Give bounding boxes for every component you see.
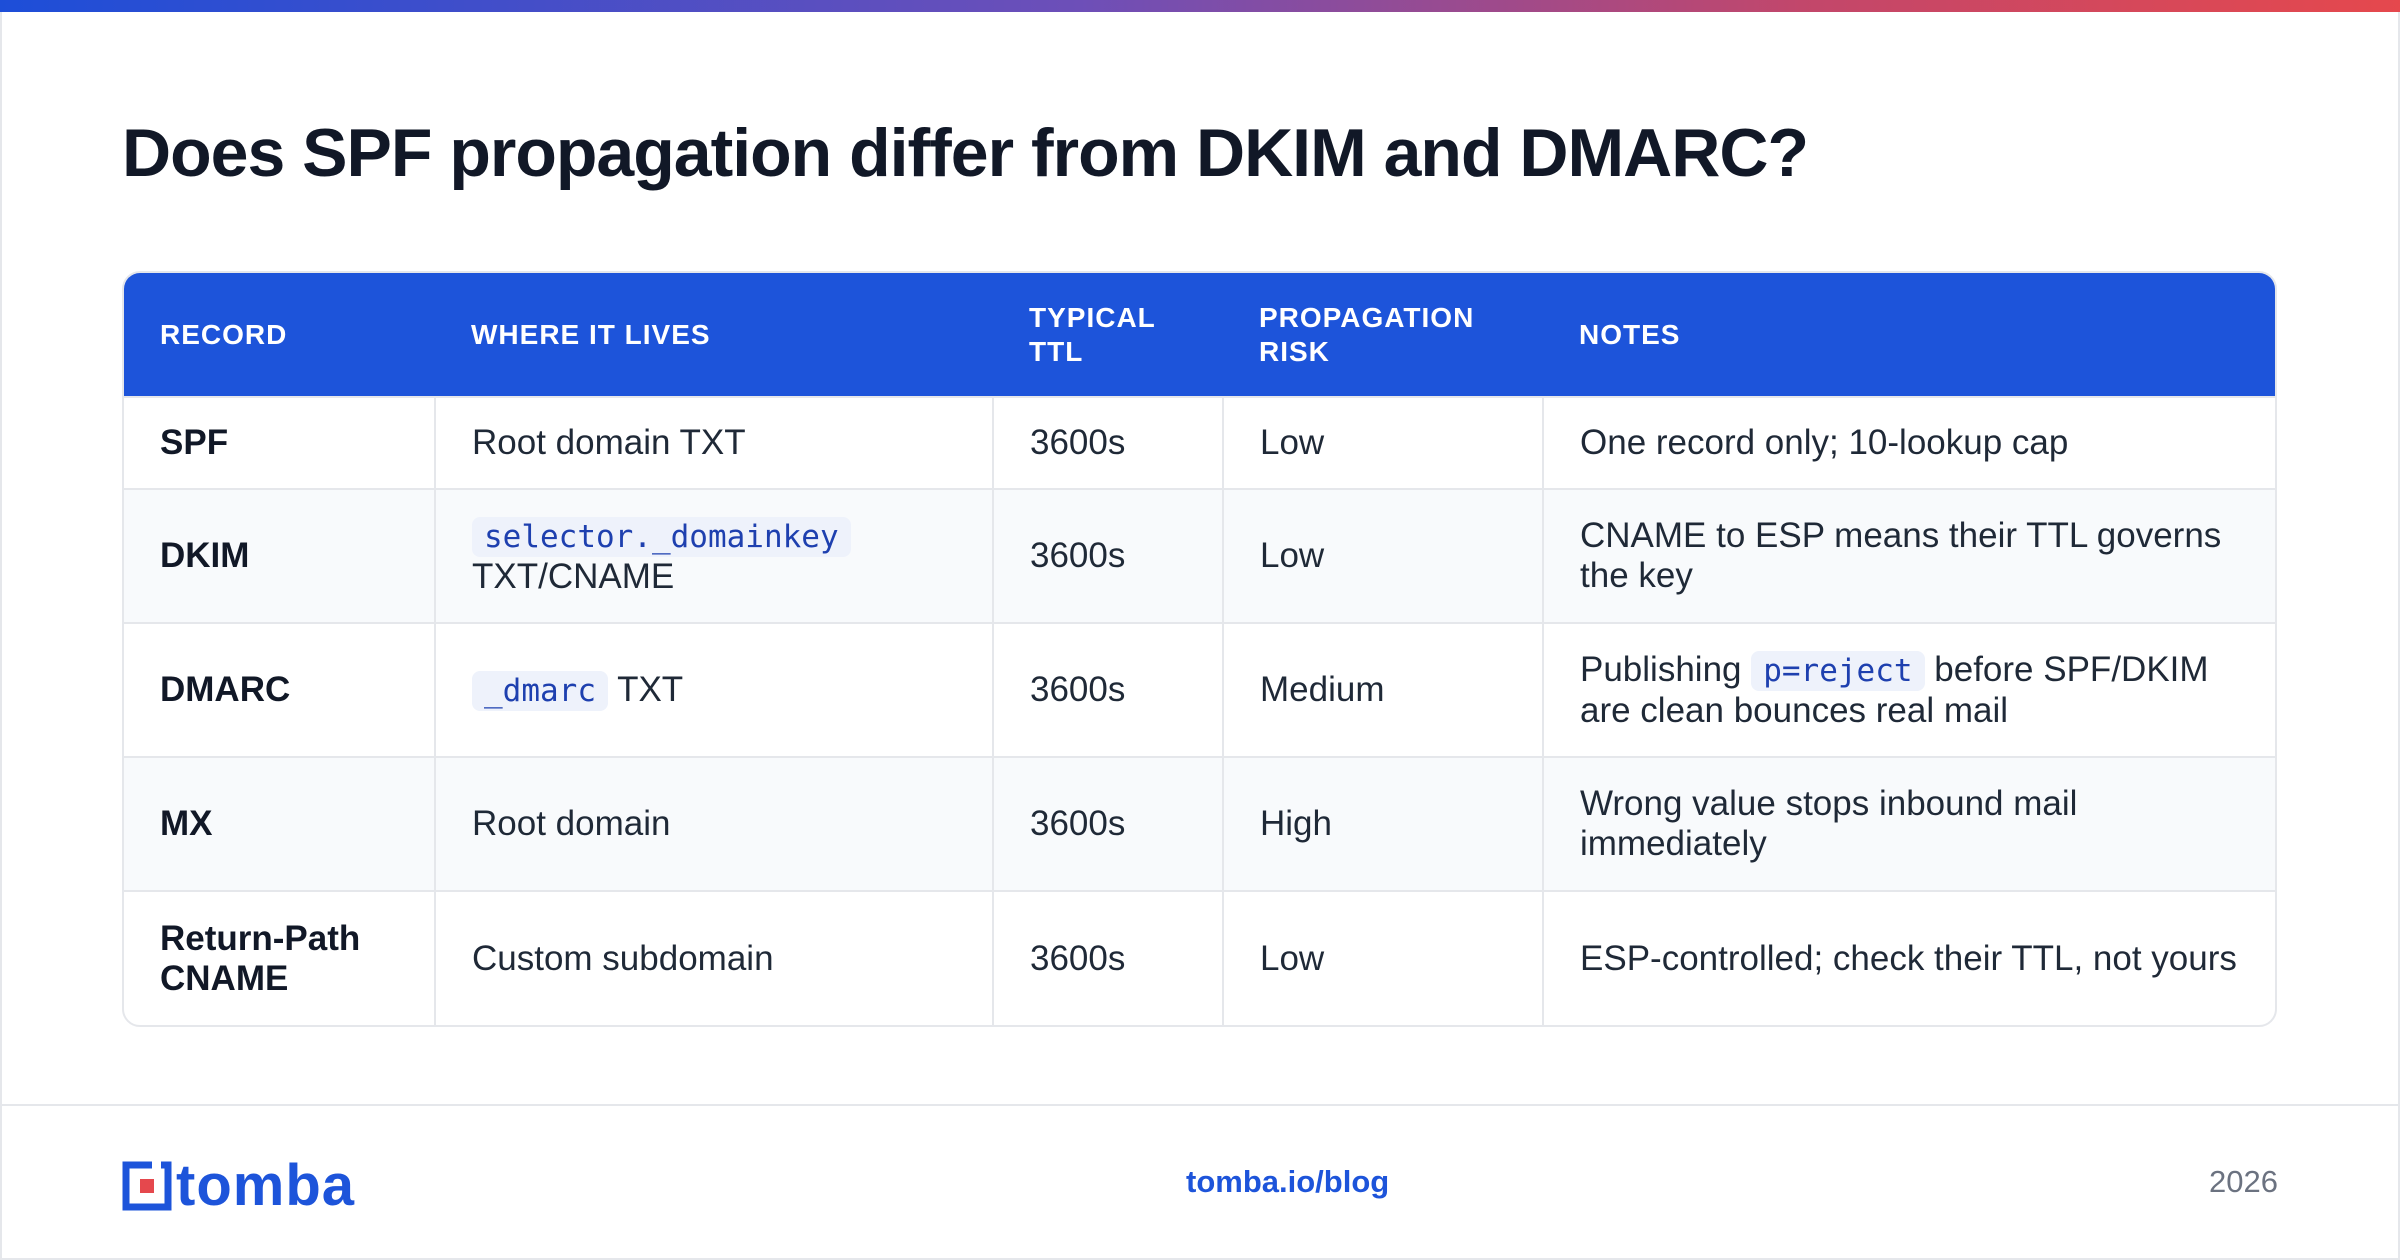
table-header-row: RECORD WHERE IT LIVES TYPICAL TTL PROPAG… — [124, 273, 2275, 397]
header-typical-ttl: TYPICAL TTL — [1029, 301, 1156, 367]
notes-text-before: Publishing — [1580, 649, 1742, 689]
record-cell: DKIM — [160, 536, 250, 575]
record-cell: SPF — [160, 423, 229, 462]
where-text: Root domain TXT — [472, 423, 746, 462]
notes-text: ESP-controlled; check their TTL, not you… — [1580, 938, 2237, 978]
where-text: TXT/CNAME — [472, 556, 675, 596]
header-where-it-lives: WHERE IT LIVES — [471, 318, 711, 350]
risk-cell: Medium — [1222, 623, 1543, 757]
footer-year: 2026 — [2209, 1164, 2278, 1199]
code-chip: _dmarc — [472, 670, 608, 711]
header-record: RECORD — [160, 318, 288, 350]
table-row: Return-Path CNAME Custom subdomain 3600s… — [124, 891, 2275, 1025]
where-cell: Root domain — [434, 757, 993, 891]
where-cell: Custom subdomain — [434, 891, 993, 1025]
notes-text: One record only; 10-lookup cap — [1580, 423, 2069, 462]
where-cell: selector._domainkey TXT/CNAME — [434, 489, 993, 623]
header-propagation-risk: PROPAGATION RISK — [1259, 301, 1475, 367]
code-chip: selector._domainkey — [472, 516, 851, 557]
tomba-logo-mark-icon — [122, 1161, 172, 1211]
notes-cell: One record only; 10-lookup cap — [1542, 397, 2275, 489]
header-notes: NOTES — [1579, 318, 1681, 350]
page-title: Does SPF propagation differ from DKIM an… — [122, 115, 1809, 191]
risk-cell: Low — [1222, 489, 1543, 623]
notes-cell: Publishing p=reject before SPF/DKIM are … — [1542, 623, 2275, 757]
notes-text: Wrong value stops inbound mail immediate… — [1580, 784, 2078, 863]
brand-logo[interactable]: tomba — [122, 1156, 355, 1216]
code-chip: p=reject — [1751, 650, 1925, 691]
where-cell: Root domain TXT — [434, 397, 993, 489]
risk-cell: Low — [1222, 891, 1543, 1025]
where-text: Custom subdomain — [472, 938, 774, 978]
ttl-cell: 3600s — [992, 489, 1223, 623]
brand-wordmark: tomba — [176, 1153, 355, 1218]
ttl-cell: 3600s — [992, 757, 1223, 891]
blog-link[interactable]: tomba.io/blog — [1186, 1164, 1390, 1199]
risk-cell: Low — [1222, 397, 1543, 489]
notes-cell: ESP-controlled; check their TTL, not you… — [1542, 891, 2275, 1025]
risk-cell: High — [1222, 757, 1543, 891]
comparison-table: RECORD WHERE IT LIVES TYPICAL TTL PROPAG… — [124, 273, 2275, 1025]
where-cell: _dmarc TXT — [434, 623, 993, 757]
table-row: DMARC _dmarc TXT 3600s Medium Publishing… — [124, 623, 2275, 757]
where-text: TXT — [617, 669, 684, 709]
record-cell: Return-Path CNAME — [160, 918, 361, 998]
table-row: DKIM selector._domainkey TXT/CNAME 3600s … — [124, 489, 2275, 623]
ttl-cell: 3600s — [992, 891, 1223, 1025]
table-row: MX Root domain 3600s High Wrong value st… — [124, 757, 2275, 891]
notes-cell: CNAME to ESP means their TTL governs the… — [1542, 489, 2275, 623]
notes-text: CNAME to ESP means their TTL governs the… — [1580, 516, 2222, 595]
gradient-top-bar — [0, 0, 2400, 12]
table-row: SPF Root domain TXT 3600s Low One record… — [124, 397, 2275, 489]
notes-cell: Wrong value stops inbound mail immediate… — [1542, 757, 2275, 891]
ttl-cell: 3600s — [992, 397, 1223, 489]
where-text: Root domain — [472, 804, 671, 843]
record-cell: MX — [160, 804, 213, 843]
ttl-cell: 3600s — [992, 623, 1223, 757]
record-cell: DMARC — [160, 670, 291, 709]
footer-divider — [0, 1104, 2400, 1106]
notes-text-after: before SPF/DKIM are clean bounces real m… — [1580, 649, 2209, 730]
comparison-table-card: RECORD WHERE IT LIVES TYPICAL TTL PROPAG… — [122, 271, 2277, 1027]
